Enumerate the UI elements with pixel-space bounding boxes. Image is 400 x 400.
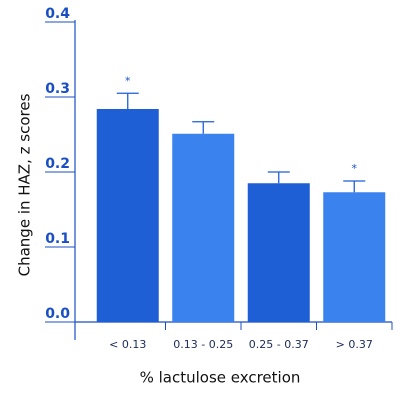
error-bar [343,180,366,193]
x-tick-label: 0.25 - 0.37 [249,338,309,351]
x-axis-title: % lactulose excretion [140,369,301,387]
bar [247,183,310,322]
y-tick-label: 0.3 [45,81,70,97]
y-tick-label: 0.2 [45,156,70,172]
bar [323,192,386,322]
y-axis-title: Change in HAZ, z scores [16,93,34,276]
bar [96,109,159,322]
y-tick-label: 0.0 [45,306,70,322]
x-tick-label: 0.13 - 0.25 [173,338,233,351]
error-bar [192,121,215,134]
y-tick-label: 0.1 [45,231,70,247]
error-bar [267,171,290,184]
error-bar [116,92,139,109]
significance-mark: * [125,74,131,87]
significance-mark: * [352,162,358,175]
x-tick-label: > 0.37 [336,338,373,351]
y-tick-label: 0.4 [45,6,70,22]
bar [172,133,235,322]
x-tick-label: < 0.13 [109,338,146,351]
